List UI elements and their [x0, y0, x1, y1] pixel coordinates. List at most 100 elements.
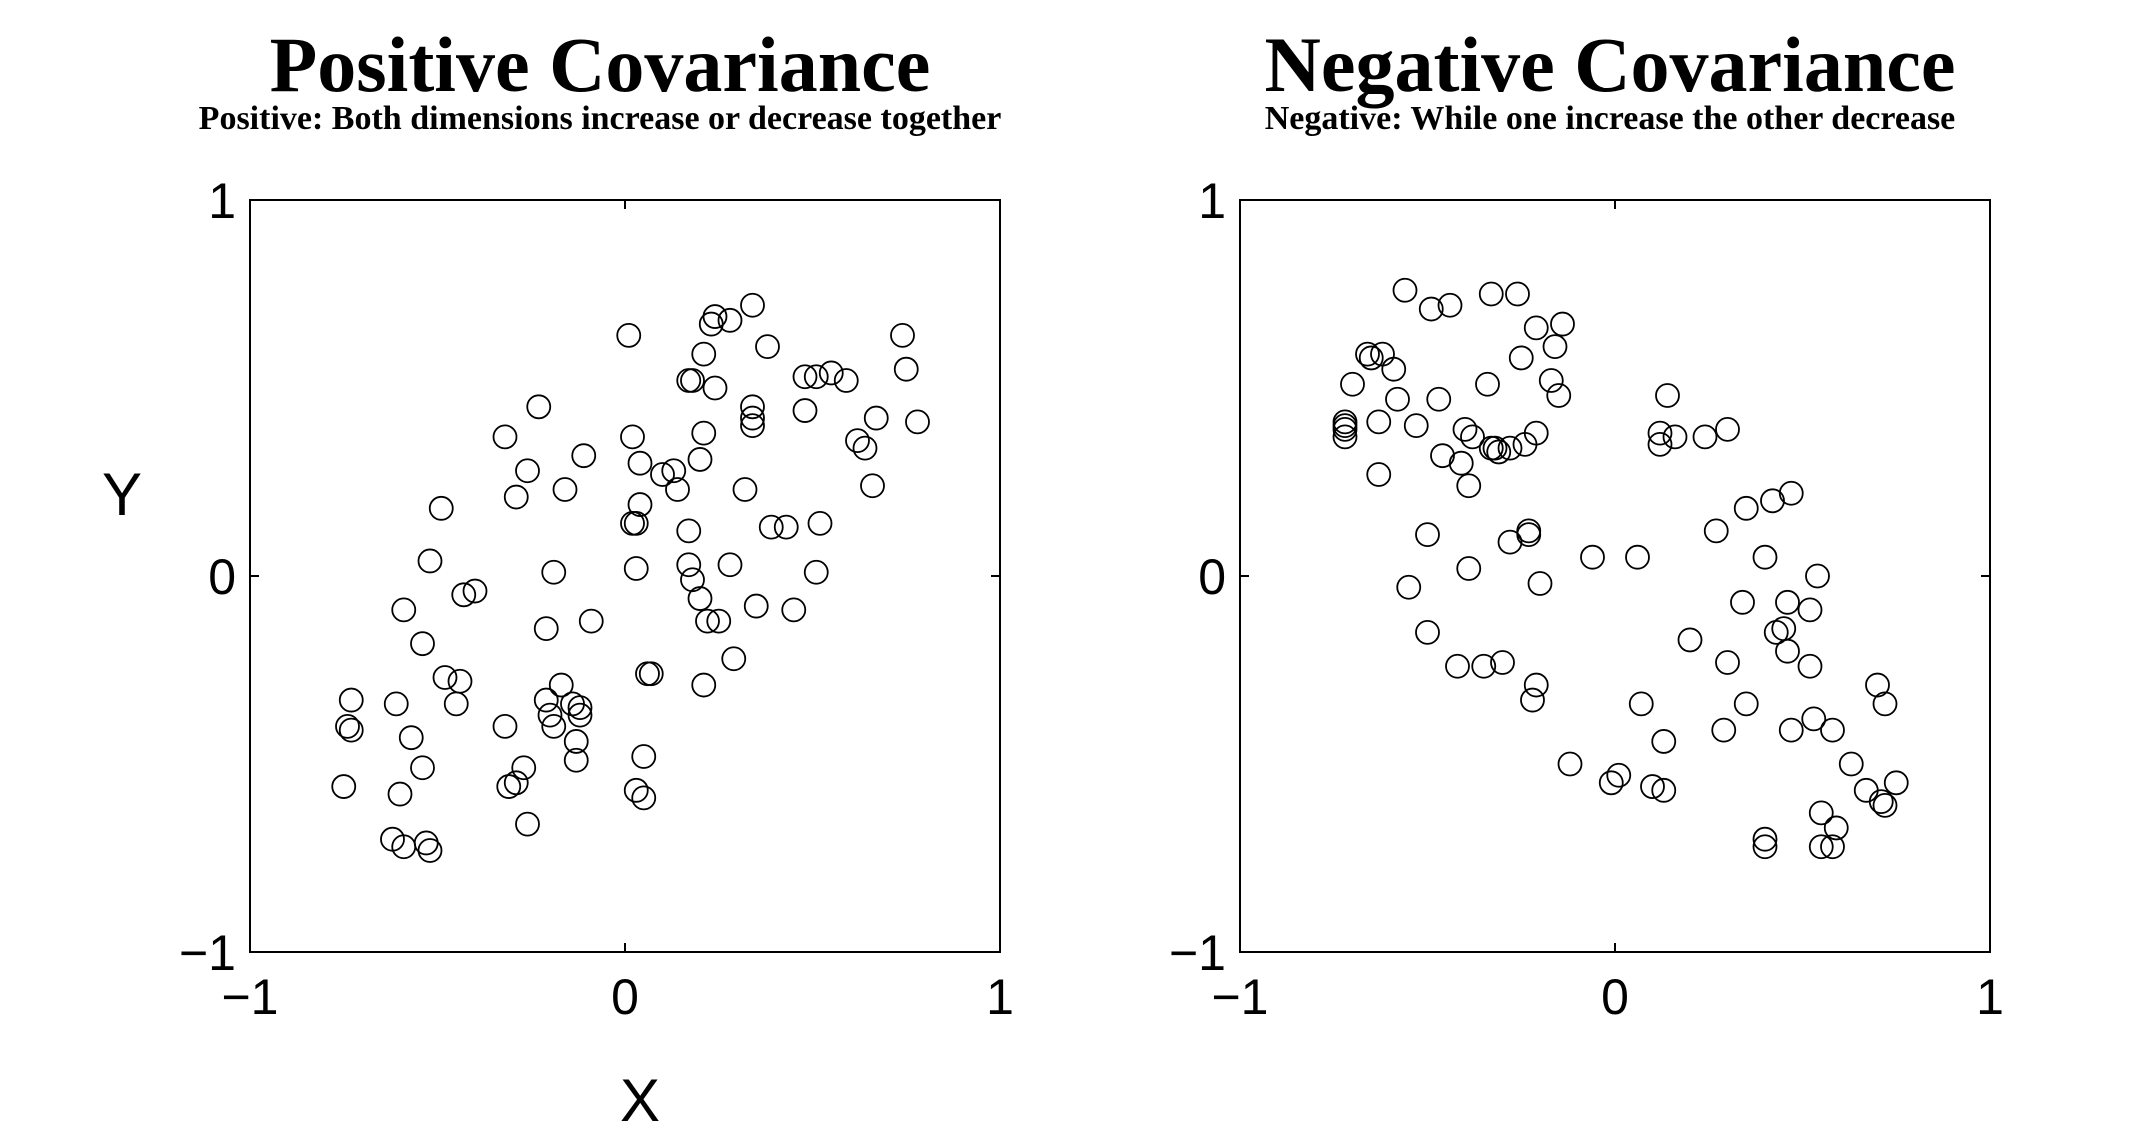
data-point	[1733, 691, 1759, 717]
data-point	[1662, 424, 1688, 450]
chart-subtitle-negative: Negative: While one increase the other d…	[1264, 100, 1956, 137]
data-point	[1797, 653, 1823, 679]
x-tick-label: −1	[221, 969, 278, 1025]
data-point	[1497, 435, 1523, 461]
data-point	[1752, 834, 1778, 860]
data-point	[1471, 653, 1497, 679]
data-point	[1820, 834, 1845, 860]
data-point	[1775, 638, 1800, 664]
data-point	[1677, 627, 1703, 653]
data-point	[905, 409, 930, 435]
data-point	[563, 729, 589, 754]
data-point	[623, 510, 649, 536]
plot-frame	[1239, 199, 1991, 953]
data-point	[706, 608, 732, 634]
data-point	[1418, 296, 1444, 322]
data-point	[650, 462, 675, 487]
data-point	[1355, 341, 1380, 367]
data-point	[1527, 571, 1553, 596]
x-tick-label: 1	[986, 969, 1014, 1025]
data-point	[552, 477, 578, 502]
data-point	[515, 811, 540, 837]
y-tick-label: −1	[1169, 925, 1226, 981]
chart-title-positive: Positive Covariance	[269, 21, 931, 108]
data-point	[740, 292, 765, 318]
data-point	[462, 578, 488, 604]
data-point	[1366, 462, 1392, 487]
data-point	[1452, 416, 1478, 442]
data-point	[541, 714, 567, 739]
data-point	[492, 714, 518, 739]
data-point	[852, 435, 878, 461]
data-point	[533, 687, 559, 713]
y-tick-label: 0	[208, 549, 236, 605]
data-point	[417, 548, 443, 574]
data-point	[616, 322, 642, 348]
data-point	[410, 755, 435, 781]
data-point	[567, 702, 593, 728]
data-point	[740, 405, 765, 431]
data-point	[1456, 556, 1482, 581]
data-point	[1523, 420, 1549, 446]
x-tick-label: 1	[1976, 969, 2004, 1025]
data-point	[1538, 368, 1564, 393]
data-point	[1478, 281, 1504, 307]
data-point	[1497, 529, 1523, 555]
data-point	[391, 597, 417, 623]
data-point	[1715, 416, 1740, 442]
x-tick-label: −1	[1211, 969, 1268, 1025]
data-point	[695, 608, 720, 634]
data-point	[631, 785, 657, 811]
data-point	[331, 774, 357, 799]
data-point	[863, 405, 889, 431]
data-point	[451, 582, 477, 608]
data-point	[623, 777, 649, 803]
data-point	[732, 477, 758, 502]
chart-title-negative: Negative Covariance	[1264, 21, 1956, 108]
data-point	[1651, 777, 1677, 803]
data-point	[1490, 650, 1515, 675]
data-point	[1760, 488, 1785, 514]
data-point	[1430, 443, 1455, 469]
data-point	[721, 646, 747, 672]
data-point	[845, 428, 870, 454]
data-point	[1403, 413, 1429, 439]
data-point	[1872, 691, 1898, 717]
data-point	[410, 631, 435, 657]
data-point	[1358, 345, 1384, 371]
data-point	[1868, 789, 1894, 814]
plot-frame	[249, 199, 1001, 953]
data-point	[335, 714, 360, 739]
data-point	[758, 514, 784, 540]
data-point	[1801, 706, 1827, 732]
data-point	[803, 559, 829, 585]
data-point	[860, 473, 885, 499]
x-tick-label: 0	[611, 969, 639, 1025]
data-point	[1516, 522, 1542, 548]
data-point	[620, 424, 645, 450]
data-point	[1778, 717, 1804, 743]
data-point	[1703, 518, 1729, 544]
data-point	[1838, 751, 1864, 777]
data-point	[631, 744, 657, 769]
data-point	[792, 364, 818, 390]
data-point	[1475, 371, 1500, 397]
data-point	[1486, 439, 1512, 465]
data-point	[676, 552, 702, 578]
data-point	[1805, 563, 1830, 589]
data-point	[1598, 770, 1624, 796]
data-point	[638, 661, 664, 687]
data-point	[492, 424, 518, 450]
data-point	[781, 597, 807, 623]
data-point	[807, 510, 833, 536]
data-point	[338, 717, 364, 743]
data-point	[691, 420, 717, 446]
y-tick-label: 0	[1198, 549, 1226, 605]
y-axis-label: Y	[102, 461, 143, 528]
data-point	[661, 458, 687, 484]
data-point	[1820, 717, 1845, 743]
data-point	[1550, 311, 1575, 337]
data-point	[773, 514, 799, 540]
data-point	[387, 781, 413, 807]
data-point	[1752, 544, 1778, 570]
